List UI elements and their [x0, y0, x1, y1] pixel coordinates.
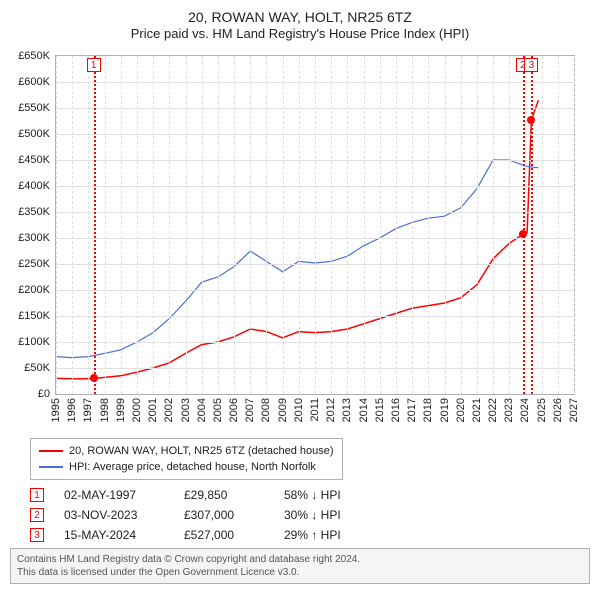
x-axis-label: 2002: [163, 398, 175, 422]
chart-title-block: 20, ROWAN WAY, HOLT, NR25 6TZ Price paid…: [0, 0, 600, 43]
x-axis-label: 1997: [82, 398, 94, 422]
x-axis-label: 2009: [277, 398, 289, 422]
x-axis-label: 2008: [260, 398, 272, 422]
sale-number-badge: 3: [30, 528, 44, 542]
x-axis-label: 1996: [66, 398, 78, 422]
x-axis-label: 2027: [568, 398, 580, 422]
x-axis-label: 2012: [325, 398, 337, 422]
x-axis-label: 2010: [293, 398, 305, 422]
sale-row: 2 03-NOV-2023 £307,000 30% ↓ HPI: [30, 505, 384, 525]
x-axis-label: 2005: [212, 398, 224, 422]
x-axis-label: 2025: [536, 398, 548, 422]
price-chart: £0£50K£100K£150K£200K£250K£300K£350K£400…: [55, 55, 575, 395]
sale-delta-vs-hpi: 58% ↓ HPI: [284, 488, 384, 502]
y-axis-label: £250K: [18, 258, 50, 270]
y-axis-label: £150K: [18, 310, 50, 322]
footer-line2: This data is licensed under the Open Gov…: [17, 566, 583, 579]
x-axis-label: 2023: [503, 398, 515, 422]
sale-row: 3 15-MAY-2024 £527,000 29% ↑ HPI: [30, 525, 384, 545]
x-axis-label: 2026: [552, 398, 564, 422]
legend-item: 20, ROWAN WAY, HOLT, NR25 6TZ (detached …: [39, 443, 334, 459]
chart-legend: 20, ROWAN WAY, HOLT, NR25 6TZ (detached …: [30, 438, 343, 480]
legend-item: HPI: Average price, detached house, Nort…: [39, 459, 334, 475]
chart-title-address: 20, ROWAN WAY, HOLT, NR25 6TZ: [0, 8, 600, 26]
x-axis-label: 2001: [147, 398, 159, 422]
x-axis-label: 2022: [487, 398, 499, 422]
series-price_paid: [56, 100, 538, 379]
x-axis-label: 1998: [99, 398, 111, 422]
x-axis-label: 2024: [519, 398, 531, 422]
sale-number-badge: 1: [30, 488, 44, 502]
sale-marker-dot: [519, 230, 527, 238]
legend-label: HPI: Average price, detached house, Nort…: [69, 461, 316, 473]
series-hpi: [56, 160, 538, 358]
y-axis-label: £450K: [18, 154, 50, 166]
sale-price: £527,000: [184, 528, 264, 542]
sale-date: 15-MAY-2024: [64, 528, 164, 542]
y-axis-label: £500K: [18, 128, 50, 140]
x-axis-label: 2004: [196, 398, 208, 422]
x-axis-label: 2018: [422, 398, 434, 422]
y-axis-label: £50K: [24, 362, 50, 374]
x-axis-label: 2007: [244, 398, 256, 422]
sale-marker-line: [531, 56, 533, 394]
y-axis-label: £650K: [18, 50, 50, 62]
sale-date: 03-NOV-2023: [64, 508, 164, 522]
y-axis-label: £350K: [18, 206, 50, 218]
licence-footer: Contains HM Land Registry data © Crown c…: [10, 548, 590, 584]
chart-title-subtitle: Price paid vs. HM Land Registry's House …: [0, 26, 600, 43]
sale-marker-dot: [527, 116, 535, 124]
x-axis-label: 1999: [115, 398, 127, 422]
y-axis-label: £200K: [18, 284, 50, 296]
footer-line1: Contains HM Land Registry data © Crown c…: [17, 553, 583, 566]
y-axis-label: £0: [38, 388, 50, 400]
x-axis-label: 2021: [471, 398, 483, 422]
sale-marker-dot: [90, 374, 98, 382]
legend-swatch: [39, 466, 63, 468]
x-axis-label: 2015: [374, 398, 386, 422]
legend-swatch: [39, 450, 63, 452]
sale-number-badge: 2: [30, 508, 44, 522]
x-axis-label: 2020: [455, 398, 467, 422]
x-axis-label: 2013: [341, 398, 353, 422]
sale-marker-badge: 3: [524, 58, 538, 72]
y-axis-label: £100K: [18, 336, 50, 348]
sale-row: 1 02-MAY-1997 £29,850 58% ↓ HPI: [30, 485, 384, 505]
legend-label: 20, ROWAN WAY, HOLT, NR25 6TZ (detached …: [69, 445, 334, 457]
sale-price: £307,000: [184, 508, 264, 522]
x-axis-label: 2000: [131, 398, 143, 422]
x-axis-label: 2011: [309, 398, 321, 422]
x-axis-label: 2019: [439, 398, 451, 422]
sale-marker-line: [523, 56, 525, 394]
x-axis-label: 2017: [406, 398, 418, 422]
y-axis-label: £300K: [18, 232, 50, 244]
x-axis-label: 1995: [50, 398, 62, 422]
x-axis-label: 2016: [390, 398, 402, 422]
x-axis-label: 2006: [228, 398, 240, 422]
sales-table: 1 02-MAY-1997 £29,850 58% ↓ HPI 2 03-NOV-2023…: [30, 485, 384, 545]
sale-date: 02-MAY-1997: [64, 488, 164, 502]
sale-price: £29,850: [184, 488, 264, 502]
x-axis-label: 2014: [358, 398, 370, 422]
sale-marker-line: [94, 56, 96, 394]
sale-marker-badge: 1: [87, 58, 101, 72]
x-axis-label: 2003: [180, 398, 192, 422]
sale-delta-vs-hpi: 29% ↑ HPI: [284, 528, 384, 542]
y-axis-label: £400K: [18, 180, 50, 192]
sale-delta-vs-hpi: 30% ↓ HPI: [284, 508, 384, 522]
y-axis-label: £600K: [18, 76, 50, 88]
y-axis-label: £550K: [18, 102, 50, 114]
